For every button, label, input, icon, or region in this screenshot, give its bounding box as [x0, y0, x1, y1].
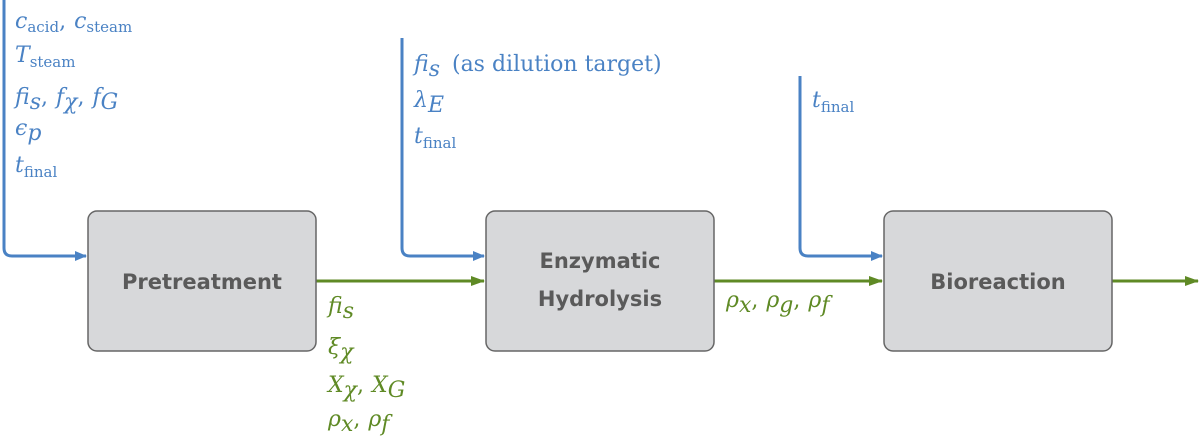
bioreaction-label: Bioreaction [930, 270, 1065, 294]
input-t-steam: Tsteam [15, 43, 75, 71]
output-rho-x-rho-f: ρx, ρf [327, 407, 393, 436]
hydrolysis-inputs: fis (as dilution target) λE tfinal [412, 52, 662, 152]
pretreatment-box [87, 210, 317, 352]
output-x-chi-x-g: Xχ, XG [326, 373, 405, 403]
input-t-final: tfinal [812, 88, 854, 116]
pretreatment-input-arrow [2, 0, 87, 261]
hydrolysis-label-line2: Hydrolysis [538, 287, 662, 311]
input-t-final: tfinal [414, 124, 456, 152]
bioreaction-box [883, 210, 1113, 352]
pretreatment-outputs: fis ξχ Xχ, XG ρx, ρf [326, 294, 405, 436]
hydrolysis-box [485, 210, 715, 352]
input-t-final: tfinal [15, 153, 57, 181]
input-c-acid: cacid, csteam [15, 9, 132, 36]
output-f-is: fis [326, 294, 354, 324]
input-f-is-f-chi-f-g: fis, fχ, fG [13, 85, 118, 115]
bioreaction-inputs: tfinal [812, 88, 854, 116]
hydrolysis-input-arrow [400, 38, 485, 261]
pretreatment-label: Pretreatment [122, 270, 282, 294]
output-xi-chi: ξχ [328, 335, 355, 365]
pretreatment-inputs: cacid, csteam Tsteam fis, fχ, fG ϵp tfinal [13, 9, 132, 181]
bioreaction-input-arrow [798, 76, 883, 261]
hydrolysis-outputs: ρx, ρg, ρf [725, 288, 833, 318]
input-epsilon-p: ϵp [15, 116, 41, 146]
input-f-is-dilution: fis (as dilution target) [412, 52, 662, 82]
input-lambda-e: λE [413, 88, 444, 118]
output-rho-x-rho-g-rho-f: ρx, ρg, ρf [725, 288, 833, 318]
hydrolysis-label-line1: Enzymatic [540, 249, 661, 273]
